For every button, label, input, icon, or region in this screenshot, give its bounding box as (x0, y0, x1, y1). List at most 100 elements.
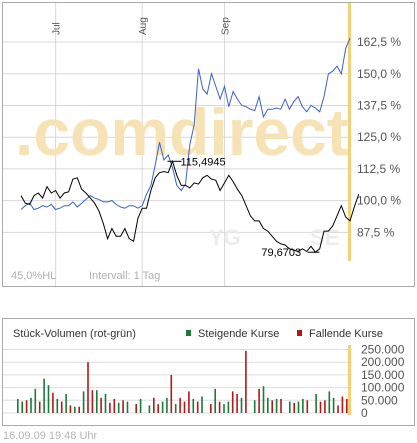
volume-grid (3, 349, 352, 414)
y-tick-label: 137,5 % (357, 98, 401, 112)
min-value-label: 79,6703 (261, 247, 301, 259)
volume-bar-up (21, 401, 23, 413)
volume-bar-down (78, 406, 80, 413)
volume-y-tick-label: 150.000 (361, 368, 405, 382)
volume-bar-up (289, 401, 291, 413)
volume-bar-up (201, 396, 203, 413)
volume-bar-up (47, 385, 50, 413)
price-chart-panel: .comdirect YG SE Jul Aug Sep 87,5 % 100,0 %… (2, 2, 415, 287)
volume-bar-up (126, 401, 129, 413)
volume-bar-up (240, 397, 243, 413)
range-label: 45,0%HL (11, 270, 56, 282)
volume-bar-up (214, 388, 216, 413)
month-label: Sep (220, 17, 231, 35)
volume-bar-down (157, 404, 159, 413)
black-series-line (20, 159, 360, 253)
volume-bar-down (324, 400, 326, 413)
volume-bar-up (275, 399, 278, 413)
volume-bar-down (245, 350, 247, 413)
volume-bar-up (166, 397, 168, 413)
volume-today-marker (348, 345, 351, 415)
volume-y-tick-label: 100.000 (361, 381, 405, 395)
volume-bar-up (65, 394, 67, 413)
volume-chart: Stück-Volumen (rot-grün) Steigende Kurse… (3, 328, 405, 420)
volume-bar-up (161, 401, 164, 413)
volume-bar-down (337, 405, 339, 413)
price-chart: .comdirect YG SE Jul Aug Sep 87,5 % 100,0 %… (3, 3, 401, 286)
volume-bar-up (253, 400, 256, 413)
volume-bar-down (306, 400, 309, 413)
legend-down-label: Fallende Kurse (309, 328, 383, 340)
watermark-logo: .comdirect (15, 95, 349, 169)
volume-bar-up (227, 401, 230, 413)
volume-bar-down (319, 401, 322, 413)
volume-chart-panel: Stück-Volumen (rot-grün) Steigende Kurse… (2, 318, 415, 426)
volume-bar-down (236, 394, 238, 413)
volume-bar-down (231, 391, 234, 413)
volume-bar-down (210, 404, 212, 413)
volume-bar-down (188, 391, 190, 413)
volume-bar-down (341, 396, 344, 413)
volume-bar-down (183, 401, 186, 413)
volume-bar-up (96, 390, 98, 413)
volume-bar-up (174, 404, 177, 413)
volume-bars (17, 350, 348, 413)
volume-bar-down (179, 397, 181, 413)
volume-bar-down (170, 374, 173, 413)
volume-bar-up (17, 399, 19, 413)
price-annotations: 115,4945 79,6703 (167, 156, 320, 259)
volume-bar-up (30, 397, 32, 413)
y-tick-label: 100,0 % (357, 194, 401, 208)
month-label: Aug (138, 17, 149, 35)
volume-bar-up (43, 378, 45, 413)
timestamp: 16.09.09 19:48 Uhr (3, 430, 98, 442)
legend-down-swatch (297, 330, 302, 336)
volume-bar-up (192, 399, 195, 413)
volume-bar-up (302, 399, 304, 413)
volume-bar-down (122, 400, 124, 413)
y-tick-label: 150,0 % (357, 67, 401, 81)
y-tick-label: 87,5 % (357, 225, 395, 239)
volume-bar-down (91, 390, 94, 413)
volume-current-day-highlight (348, 345, 351, 415)
volume-bar-up (267, 397, 269, 413)
today-marker (348, 3, 351, 261)
volume-y-tick-label: 0 (361, 406, 368, 420)
volume-bar-up (297, 401, 300, 413)
y-tick-label: 162,5 % (357, 35, 401, 49)
volume-bar-up (117, 402, 120, 413)
volume-bar-up (34, 388, 37, 413)
month-label: Jul (52, 22, 63, 35)
legend-up-label: Steigende Kurse (198, 328, 279, 340)
volume-bar-up (56, 399, 59, 413)
price-series (20, 38, 360, 253)
y-tick-label: 112,5 % (357, 162, 400, 176)
volume-bar-down (69, 405, 72, 413)
watermark-sub-left: YG (209, 225, 241, 250)
volume-y-tick-label: 250.000 (361, 343, 405, 357)
volume-bar-down (38, 401, 41, 413)
volume-y-tick-label: 200.000 (361, 355, 405, 369)
volume-bar-down (196, 401, 199, 413)
volume-bar-up (82, 391, 85, 413)
interval-label: Intervall: 1 Tag (89, 270, 160, 282)
volume-bar-up (139, 399, 142, 413)
volume-bar-down (109, 402, 111, 413)
volume-bar-down (25, 400, 28, 413)
volume-bar-down (87, 362, 89, 413)
volume-bar-down (153, 397, 155, 413)
volume-bar-down (271, 400, 273, 413)
max-value-label: 115,4945 (181, 156, 226, 168)
volume-bar-up (148, 405, 151, 413)
watermark-sub-right: SE (310, 225, 339, 250)
volume-bar-down (280, 399, 282, 413)
current-day-highlight (348, 3, 351, 261)
volume-bar-down (346, 399, 348, 413)
y-tick-label: 125,0 % (357, 130, 401, 144)
y-tick-labels: 87,5 % 100,0 % 112,5 % 125,0 % 137,5 % 150,0 … (357, 35, 401, 239)
volume-bar-down (293, 402, 295, 413)
volume-bar-down (60, 401, 63, 413)
volume-bar-up (315, 394, 317, 413)
volume-title: Stück-Volumen (rot-grün) (13, 328, 136, 340)
